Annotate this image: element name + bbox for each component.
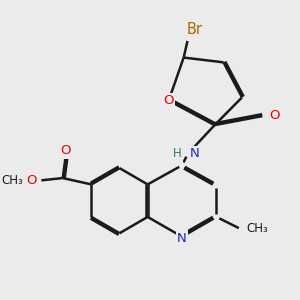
Text: O: O <box>270 109 280 122</box>
Text: O: O <box>164 94 174 107</box>
Text: N: N <box>177 232 187 245</box>
Text: N: N <box>189 147 199 160</box>
Text: CH₃: CH₃ <box>1 174 23 187</box>
Text: H: H <box>173 147 182 160</box>
Text: O: O <box>61 145 71 158</box>
Text: CH₃: CH₃ <box>247 222 268 235</box>
Text: Br: Br <box>187 22 203 37</box>
Text: O: O <box>27 174 37 187</box>
